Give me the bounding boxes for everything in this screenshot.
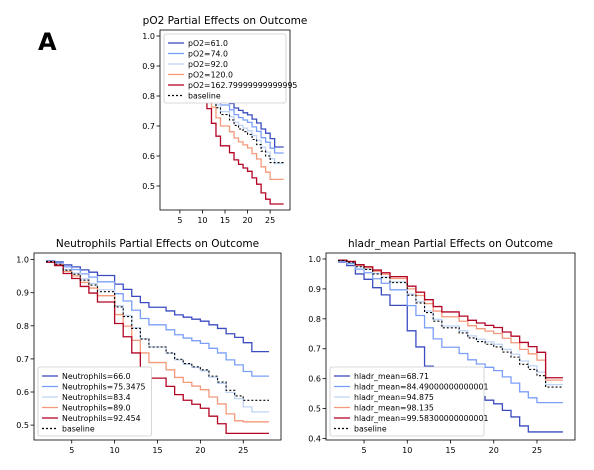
chart-title: hladr_mean Partial Effects on Outcome (348, 238, 553, 250)
series-line-4 (338, 259, 563, 381)
series-line-2 (338, 260, 563, 404)
y-tick-label: 0.9 (142, 62, 155, 71)
legend-label: hladr_mean=68.71 (354, 372, 429, 381)
y-tick-label: 0.7 (142, 122, 155, 131)
series-line-1 (46, 260, 269, 353)
chart-panel-2: Neutrophils Partial Effects on Outcome 5 1… (16, 238, 282, 455)
series-line-5 (338, 259, 563, 379)
legend-box (329, 366, 485, 437)
x-tick-label: 25 (238, 446, 248, 455)
legend-label: Neutrophils=89.0 (62, 404, 131, 413)
x-tick-label: 5 (361, 446, 366, 455)
x-tick-label: 15 (445, 446, 455, 455)
legend-label: hladr_mean=99.58300000000001 (354, 414, 488, 423)
chart-panel-3: hladr_mean Partial Effects on Outcome 5 10… (308, 238, 576, 455)
chart-title: pO2 Partial Effects on Outcome (143, 15, 308, 27)
series-line-2 (46, 260, 269, 377)
x-tick-label: 15 (220, 216, 230, 225)
x-tick-label: 25 (532, 446, 542, 455)
y-tick-label: 0.8 (142, 92, 155, 101)
legend-label: pO2=61.0 (188, 39, 228, 48)
chart-panel-1: pO2 Partial Effects on Outcome 5 10 15 20 25 0… (142, 15, 307, 225)
legend-label: pO2=92.0 (188, 60, 228, 69)
legend: hladr_mean=68.71 hladr_mean=84.4900000000… (329, 366, 488, 437)
y-tick-label: 0.7 (308, 345, 321, 354)
x-tick-label: 20 (489, 446, 499, 455)
y-tick-label: 0.5 (16, 421, 29, 430)
legend: Neutrophils=66.0Neutrophils=75.3475Neutr… (37, 366, 152, 437)
y-tick-label: 0.4 (308, 435, 321, 444)
y-tick-label: 1.0 (16, 256, 29, 265)
y-tick-label: 0.5 (308, 405, 321, 414)
legend-label: pO2=74.0 (188, 50, 228, 59)
x-tick-label: 20 (195, 446, 205, 455)
y-tick-label: 0.6 (142, 152, 155, 161)
legend-label: Neutrophils=75.3475 (62, 383, 146, 392)
y-tick-label: 0.9 (16, 289, 29, 298)
x-tick-label: 25 (265, 216, 275, 225)
legend-box (37, 366, 152, 437)
x-tick-label: 5 (69, 446, 74, 455)
legend-box (163, 33, 287, 104)
y-tick-label: 0.8 (308, 315, 321, 324)
y-tick-label: 1.0 (308, 255, 321, 264)
x-tick-label: 15 (152, 446, 162, 455)
panel-label: A (38, 28, 57, 56)
series-line-6 (338, 259, 563, 388)
legend-label: pO2=162.79999999999995 (188, 81, 297, 90)
chart-title: Neutrophils Partial Effects on Outcome (56, 238, 259, 250)
legend-label: pO2=120.0 (188, 71, 233, 80)
legend-label: baseline (62, 425, 95, 434)
y-tick-label: 1.0 (142, 32, 155, 41)
y-tick-label: 0.5 (142, 182, 155, 191)
legend-label: hladr_mean=84.49000000000001 (354, 383, 488, 392)
legend-label: Neutrophils=83.4 (62, 393, 131, 402)
y-tick-label: 0.6 (308, 375, 321, 384)
y-tick-label: 0.8 (16, 322, 29, 331)
series-line-6 (46, 261, 269, 401)
x-tick-label: 10 (402, 446, 412, 455)
y-tick-label: 0.9 (308, 285, 321, 294)
legend-label: hladr_mean=94.875 (354, 393, 434, 402)
legend-label: hladr_mean=98.135 (354, 404, 434, 413)
x-tick-label: 20 (242, 216, 252, 225)
x-tick-label: 10 (197, 216, 207, 225)
legend-label: baseline (188, 92, 221, 101)
legend-label: baseline (354, 425, 387, 434)
legend-label: Neutrophils=92.454 (62, 414, 141, 423)
y-tick-label: 0.6 (16, 388, 29, 397)
series-line-3 (338, 259, 563, 386)
y-tick-label: 0.7 (16, 355, 29, 364)
x-tick-label: 10 (110, 446, 120, 455)
x-tick-label: 5 (177, 216, 182, 225)
legend-label: Neutrophils=66.0 (62, 372, 131, 381)
